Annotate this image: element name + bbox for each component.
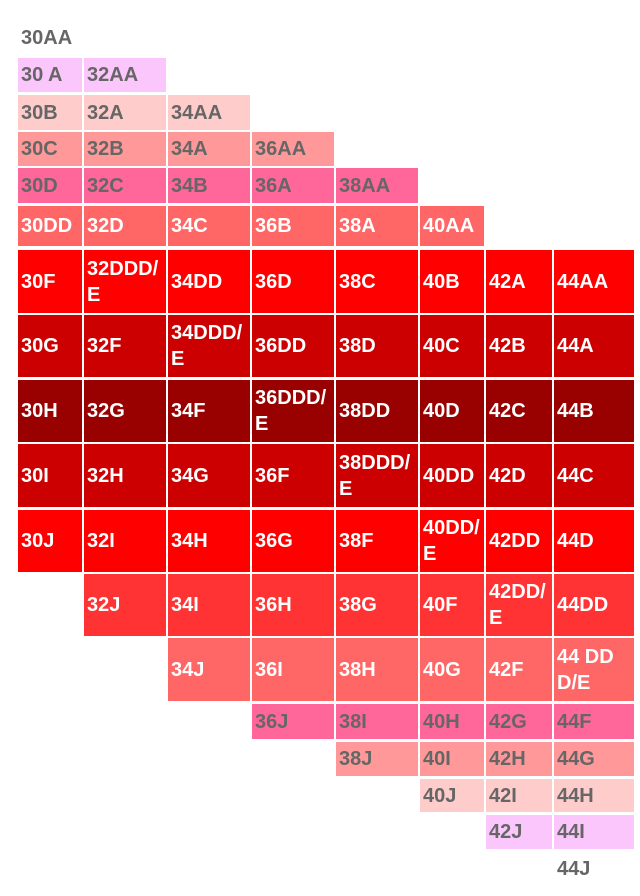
size-cell: 30H bbox=[18, 380, 82, 442]
size-cell: 36DD bbox=[252, 315, 334, 377]
size-cell: 42J bbox=[486, 815, 552, 849]
size-cell: 42A bbox=[486, 250, 552, 313]
size-cell: 32F bbox=[84, 315, 166, 377]
size-cell: 42DD bbox=[486, 510, 552, 572]
size-cell: 34H bbox=[168, 510, 250, 572]
size-cell: 44B bbox=[554, 380, 634, 442]
size-cell: 44G bbox=[554, 742, 634, 776]
size-cell: 42B bbox=[486, 315, 552, 377]
size-cell: 40DD/E bbox=[420, 510, 484, 572]
size-cell: 42C bbox=[486, 380, 552, 442]
size-cell: 40B bbox=[420, 250, 484, 313]
size-cell: 42DD/E bbox=[486, 574, 552, 636]
size-cell: 42H bbox=[486, 742, 552, 776]
size-cell: 30F bbox=[18, 250, 82, 313]
size-cell: 32D bbox=[84, 206, 166, 246]
size-cell: 38DD bbox=[336, 380, 418, 442]
size-cell: 38G bbox=[336, 574, 418, 636]
size-cell: 36D bbox=[252, 250, 334, 313]
size-cell: 30I bbox=[18, 444, 82, 507]
size-cell: 44D bbox=[554, 510, 634, 572]
size-cell: 32DDD/E bbox=[84, 250, 166, 313]
size-cell: 38D bbox=[336, 315, 418, 377]
size-cell: 40H bbox=[420, 704, 484, 739]
size-cell: 44H bbox=[554, 779, 634, 812]
size-cell: 32I bbox=[84, 510, 166, 572]
size-cell: 32C bbox=[84, 168, 166, 203]
size-cell: 44C bbox=[554, 444, 634, 507]
size-cell: 32B bbox=[84, 132, 166, 166]
size-cell: 30C bbox=[18, 132, 82, 166]
size-cell: 30B bbox=[18, 95, 82, 130]
size-cell: 40I bbox=[420, 742, 484, 776]
size-cell: 40C bbox=[420, 315, 484, 377]
size-cell: 34B bbox=[168, 168, 250, 203]
size-cell: 32G bbox=[84, 380, 166, 442]
size-cell: 36AA bbox=[252, 132, 334, 166]
size-cell: 30DD bbox=[18, 206, 82, 246]
size-cell: 36B bbox=[252, 206, 334, 246]
size-cell: 42I bbox=[486, 779, 552, 812]
size-cell: 40G bbox=[420, 638, 484, 701]
size-cell: 36G bbox=[252, 510, 334, 572]
size-cell: 30D bbox=[18, 168, 82, 203]
size-cell: 34A bbox=[168, 132, 250, 166]
size-cell: 34DD bbox=[168, 250, 250, 313]
size-cell: 34G bbox=[168, 444, 250, 507]
size-cell: 40F bbox=[420, 574, 484, 636]
size-cell: 30J bbox=[18, 510, 82, 572]
size-cell: 30AA bbox=[21, 26, 73, 49]
size-cell: 40DD bbox=[420, 444, 484, 507]
size-cell: 44J bbox=[557, 858, 591, 880]
size-cell: 44A bbox=[554, 315, 634, 377]
size-cell: 34I bbox=[168, 574, 250, 636]
size-cell: 44 DDD/E bbox=[554, 638, 634, 701]
size-cell: 38F bbox=[336, 510, 418, 572]
size-cell: 30 A bbox=[18, 58, 82, 92]
size-cell: 32J bbox=[84, 574, 166, 636]
size-cell: 40D bbox=[420, 380, 484, 442]
size-cell: 36DDD/E bbox=[252, 380, 334, 442]
size-cell: 44AA bbox=[554, 250, 634, 313]
size-cell: 34DDD/E bbox=[168, 315, 250, 377]
size-cell: 38DDD/E bbox=[336, 444, 418, 507]
size-cell: 34C bbox=[168, 206, 250, 246]
size-cell: 36J bbox=[252, 704, 334, 739]
size-cell: 36I bbox=[252, 638, 334, 701]
size-cell: 36H bbox=[252, 574, 334, 636]
size-cell: 44DD bbox=[554, 574, 634, 636]
size-cell: 38A bbox=[336, 206, 418, 246]
size-cell: 32H bbox=[84, 444, 166, 507]
size-cell: 40J bbox=[420, 779, 484, 812]
size-cell: 42D bbox=[486, 444, 552, 507]
size-cell: 34J bbox=[168, 638, 250, 701]
size-cell: 38J bbox=[336, 742, 418, 776]
size-cell: 32AA bbox=[84, 58, 166, 92]
size-cell: 36A bbox=[252, 168, 334, 203]
size-cell: 40AA bbox=[420, 206, 484, 246]
size-cell: 36F bbox=[252, 444, 334, 507]
size-cell: 38C bbox=[336, 250, 418, 313]
size-cell: 44I bbox=[554, 815, 634, 849]
size-cell: 38H bbox=[336, 638, 418, 701]
size-cell: 42F bbox=[486, 638, 552, 701]
size-cell: 44F bbox=[554, 704, 634, 739]
size-cell: 30G bbox=[18, 315, 82, 377]
size-cell: 34F bbox=[168, 380, 250, 442]
size-cell: 34AA bbox=[168, 95, 250, 130]
size-cell: 42G bbox=[486, 704, 552, 739]
size-cell: 38I bbox=[336, 704, 418, 739]
size-cell: 38AA bbox=[336, 168, 418, 203]
size-cell: 32A bbox=[84, 95, 166, 130]
